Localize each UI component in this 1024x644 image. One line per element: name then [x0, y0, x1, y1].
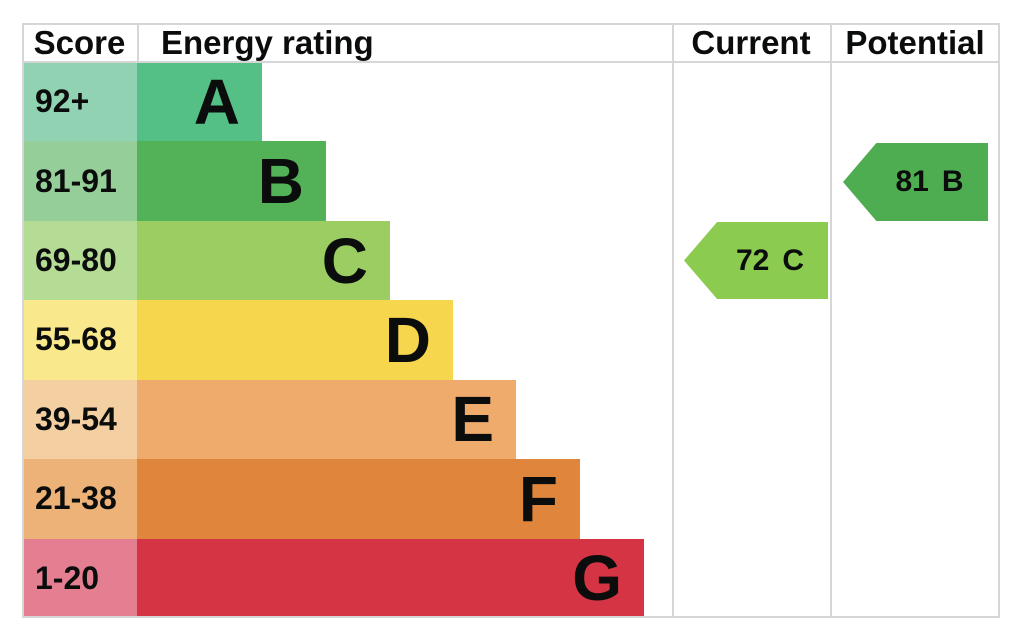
- rating-letter: D: [384, 303, 431, 376]
- header-bottom-border: [22, 61, 1000, 63]
- band-row-g: 1-20 G: [22, 538, 1000, 618]
- rating-bar: E: [137, 379, 516, 460]
- table-left-border: [22, 23, 24, 618]
- current-column-divider: [672, 23, 674, 618]
- header-score: Score: [33, 23, 126, 61]
- band-row-a: 92+ A: [22, 62, 1000, 142]
- rating-letter: E: [451, 383, 494, 456]
- score-cell: 81-91: [22, 141, 137, 221]
- rating-letter: B: [257, 145, 304, 218]
- score-cell: 92+: [22, 62, 137, 142]
- score-cell: 39-54: [22, 379, 137, 460]
- current-grade: C: [782, 243, 805, 277]
- table-top-border: [22, 23, 1000, 25]
- rating-rows: 92+ A 81-91 B 69-80 C 55-68 D 39-54 E 21…: [22, 62, 1000, 618]
- current-score: 72: [735, 243, 770, 277]
- score-cell: 21-38: [22, 459, 137, 539]
- score-cell: 69-80: [22, 220, 137, 301]
- potential-score: 81: [895, 165, 929, 198]
- header-current: Current: [691, 23, 811, 61]
- band-row-c: 69-80 C: [22, 220, 1000, 301]
- band-row-d: 55-68 D: [22, 300, 1000, 380]
- table-bottom-border: [22, 616, 1000, 618]
- rating-letter: C: [321, 224, 368, 297]
- band-row-f: 21-38 F: [22, 459, 1000, 539]
- rating-bar: B: [137, 141, 326, 221]
- header-potential: Potential: [845, 23, 985, 61]
- header-energy-rating: Energy rating: [161, 23, 374, 61]
- rating-bar: A: [137, 62, 262, 142]
- rating-bar: F: [137, 459, 580, 539]
- band-row-e: 39-54 E: [22, 379, 1000, 460]
- rating-letter: A: [193, 65, 240, 138]
- rating-bar: G: [137, 538, 644, 618]
- score-cell: 55-68: [22, 300, 137, 380]
- current-rating-arrow: 72 C: [684, 222, 828, 299]
- score-column-divider: [137, 23, 139, 62]
- potential-grade: B: [941, 165, 964, 198]
- score-cell: 1-20: [22, 538, 137, 618]
- rating-letter: F: [518, 462, 558, 535]
- chart-header-row: Score Energy rating Current Potential: [22, 23, 1000, 62]
- potential-column-divider: [830, 23, 832, 618]
- rating-bar: D: [137, 300, 453, 380]
- potential-rating-arrow: 81 B: [843, 143, 988, 221]
- table-right-border: [998, 23, 1000, 618]
- band-row-b: 81-91 B: [22, 141, 1000, 221]
- rating-letter: G: [572, 542, 622, 615]
- rating-bar: C: [137, 220, 390, 301]
